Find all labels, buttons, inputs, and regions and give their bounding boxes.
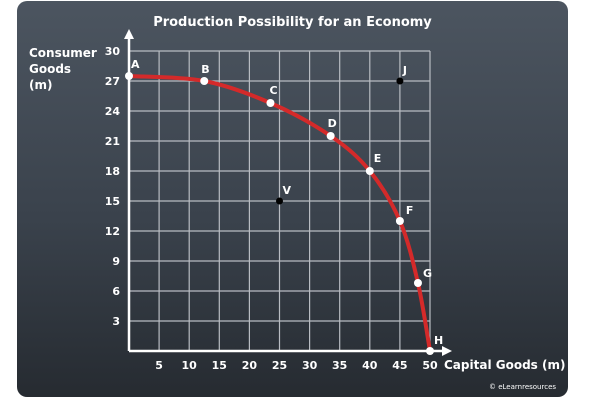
- point-label: V: [283, 184, 292, 197]
- x-tick-label: 20: [242, 359, 258, 372]
- y-tick-label: 9: [112, 255, 120, 268]
- x-tick-label: 10: [182, 359, 198, 372]
- x-axis-label: Capital Goods (m): [444, 358, 566, 372]
- x-axis-arrow-icon: [442, 346, 452, 356]
- y-label-line: Consumer: [29, 46, 97, 60]
- x-tick-label: 35: [332, 359, 347, 372]
- data-point: [276, 197, 283, 205]
- x-tick-label: 45: [392, 359, 407, 372]
- data-point: [266, 99, 275, 107]
- data-point: [426, 347, 434, 355]
- plot-area: 5 10 15 20 25 30 35 40 45 50 3 6 9 12 15 18 21 24 27 30 A B C D…: [105, 29, 452, 372]
- point-label: C: [269, 84, 277, 97]
- data-point: [200, 77, 209, 85]
- point-label: F: [406, 204, 414, 217]
- chart-panel: Production Possibility for an Economy Co…: [17, 1, 568, 397]
- x-tick-label: 15: [212, 359, 227, 372]
- y-tick-label: 3: [112, 315, 120, 328]
- data-point: [396, 77, 404, 85]
- point-label: G: [423, 267, 432, 280]
- y-tick-label: 18: [105, 165, 120, 178]
- point-label: B: [201, 63, 209, 76]
- point-label: H: [434, 334, 443, 347]
- x-tick-label: 40: [362, 359, 378, 372]
- y-tick-label: 30: [105, 45, 121, 58]
- y-tick-label: 24: [105, 105, 121, 118]
- data-point: [413, 279, 422, 287]
- chart-title: Production Possibility for an Economy: [153, 15, 432, 30]
- y-tick-label: 15: [105, 195, 120, 208]
- point-label: J: [402, 64, 407, 77]
- point-label: D: [328, 117, 337, 130]
- x-tick-label: 30: [302, 359, 318, 372]
- y-tick-label: 27: [105, 75, 120, 88]
- data-point: [365, 167, 374, 175]
- data-point: [125, 72, 133, 80]
- data-point: [395, 217, 404, 225]
- x-tick-label: 5: [155, 359, 163, 372]
- y-tick-label: 21: [105, 135, 120, 148]
- y-axis-label: Consumer Goods (m): [29, 45, 97, 93]
- y-axis-arrow-icon: [124, 29, 134, 39]
- y-tick-label: 12: [105, 225, 120, 238]
- y-tick-label: 6: [112, 285, 120, 298]
- point-label: E: [374, 152, 382, 165]
- data-point: [326, 132, 335, 140]
- y-label-line: Goods: [29, 62, 72, 76]
- x-tick-label: 50: [422, 359, 438, 372]
- y-label-line: (m): [29, 78, 53, 92]
- copyright: © eLearnresources: [489, 383, 557, 391]
- point-label: A: [131, 58, 140, 71]
- x-tick-label: 25: [272, 359, 287, 372]
